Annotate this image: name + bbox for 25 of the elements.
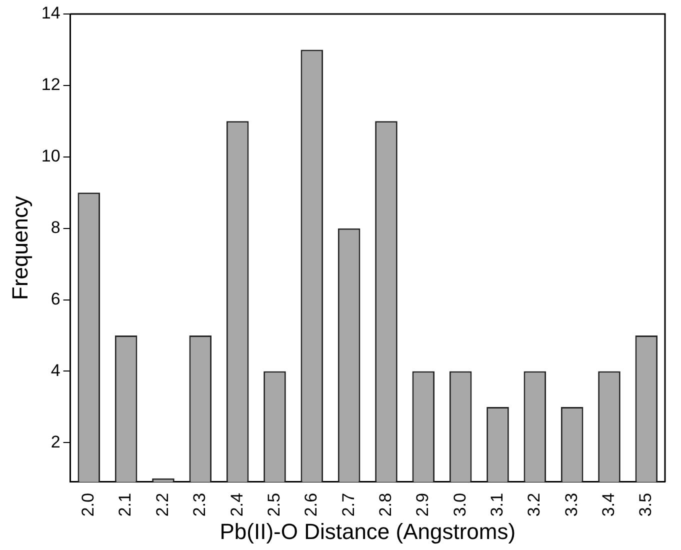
x-tick-label: 2.4 xyxy=(227,492,246,517)
x-tick-label: 3.1 xyxy=(487,492,506,517)
y-tick-label: 10 xyxy=(41,146,60,166)
x-tick-label: 2.7 xyxy=(338,492,358,517)
x-tick-label: 2.0 xyxy=(78,492,98,517)
x-tick-label: 3.5 xyxy=(636,492,656,517)
y-tick-label: 12 xyxy=(41,75,60,94)
x-tick-label: 2.2 xyxy=(152,492,172,517)
x-tick-label: 3.2 xyxy=(524,492,544,517)
y-axis-title: Frequency xyxy=(7,196,32,300)
y-tick-label: 4 xyxy=(50,360,60,380)
x-tick-label: 2.6 xyxy=(302,492,321,517)
x-tick-label: 3.4 xyxy=(598,492,618,517)
x-tick-label: 2.9 xyxy=(413,492,432,517)
x-tick-label: 3.0 xyxy=(450,492,470,517)
y-tick-label: 2 xyxy=(50,432,60,452)
x-tick-label: 3.3 xyxy=(562,492,581,517)
y-tick-label: 8 xyxy=(50,218,60,238)
x-tick-label: 2.3 xyxy=(190,492,210,517)
y-tick-label: 6 xyxy=(50,289,60,308)
x-tick-label: 2.5 xyxy=(264,492,284,517)
x-tick-label: 2.8 xyxy=(376,492,395,517)
x-axis-title: Pb(II)-O Distance (Angstroms) xyxy=(220,518,516,544)
x-tick-label: 2.1 xyxy=(116,492,135,517)
y-tick-label: 14 xyxy=(41,4,60,23)
